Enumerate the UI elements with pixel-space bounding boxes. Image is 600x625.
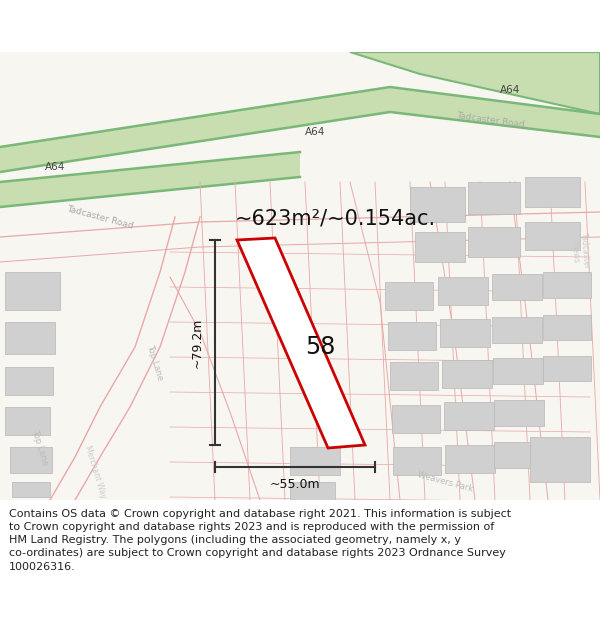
Polygon shape [237,238,365,448]
Bar [543,272,591,298]
Polygon shape [0,87,600,172]
Bar [392,405,440,433]
Bar [410,187,465,222]
Text: ~55.0m: ~55.0m [269,479,320,491]
Text: Tadcaster
Mews: Tadcaster Mews [569,232,591,271]
Bar [543,356,591,381]
Bar [543,315,591,340]
Text: ~79.2m: ~79.2m [191,318,203,368]
Polygon shape [350,52,600,114]
Text: 58: 58 [305,335,335,359]
Bar [290,447,340,475]
Bar [494,400,544,426]
Text: Contains OS data © Crown copyright and database right 2021. This information is : Contains OS data © Crown copyright and d… [9,509,511,571]
Bar [5,367,53,395]
Text: Map shows position and indicative extent of the property.: Map shows position and indicative extent… [108,107,492,120]
Text: Tadcaster Road: Tadcaster Road [65,204,134,230]
Text: ~623m²/~0.154ac.: ~623m²/~0.154ac. [235,209,436,229]
Bar [12,482,50,497]
Text: A64: A64 [500,85,520,95]
Bar [5,322,55,354]
Text: 58, TOP LANE, COPMANTHORPE, YORK, YO23 3UJ: 58, TOP LANE, COPMANTHORPE, YORK, YO23 3… [113,80,487,95]
Text: Tadcaster Road: Tadcaster Road [455,111,524,129]
Bar [5,407,50,435]
Bar [445,445,495,473]
Bar [468,182,520,214]
Text: Weavers Park: Weavers Park [416,470,474,494]
Bar [438,277,488,305]
Text: A64: A64 [45,162,65,172]
Text: Top Lane: Top Lane [30,428,50,466]
Bar [493,358,543,384]
Bar [393,447,441,475]
Bar [492,274,542,300]
Bar [525,222,580,250]
Bar [492,317,542,343]
Polygon shape [0,152,300,207]
Bar [440,319,490,347]
Bar [468,227,520,257]
Bar [290,482,335,500]
Bar [388,322,436,350]
Bar [494,442,544,468]
Bar [525,177,580,207]
Bar [442,360,492,388]
Text: A64: A64 [305,127,325,137]
Bar [390,362,438,390]
Bar [415,232,465,262]
Text: Top Lane: Top Lane [145,343,165,381]
Bar [444,402,494,430]
Bar [385,282,433,310]
Bar [530,437,590,482]
Bar [10,447,52,473]
Bar [5,272,60,310]
Text: Merchant Way: Merchant Way [83,444,107,499]
